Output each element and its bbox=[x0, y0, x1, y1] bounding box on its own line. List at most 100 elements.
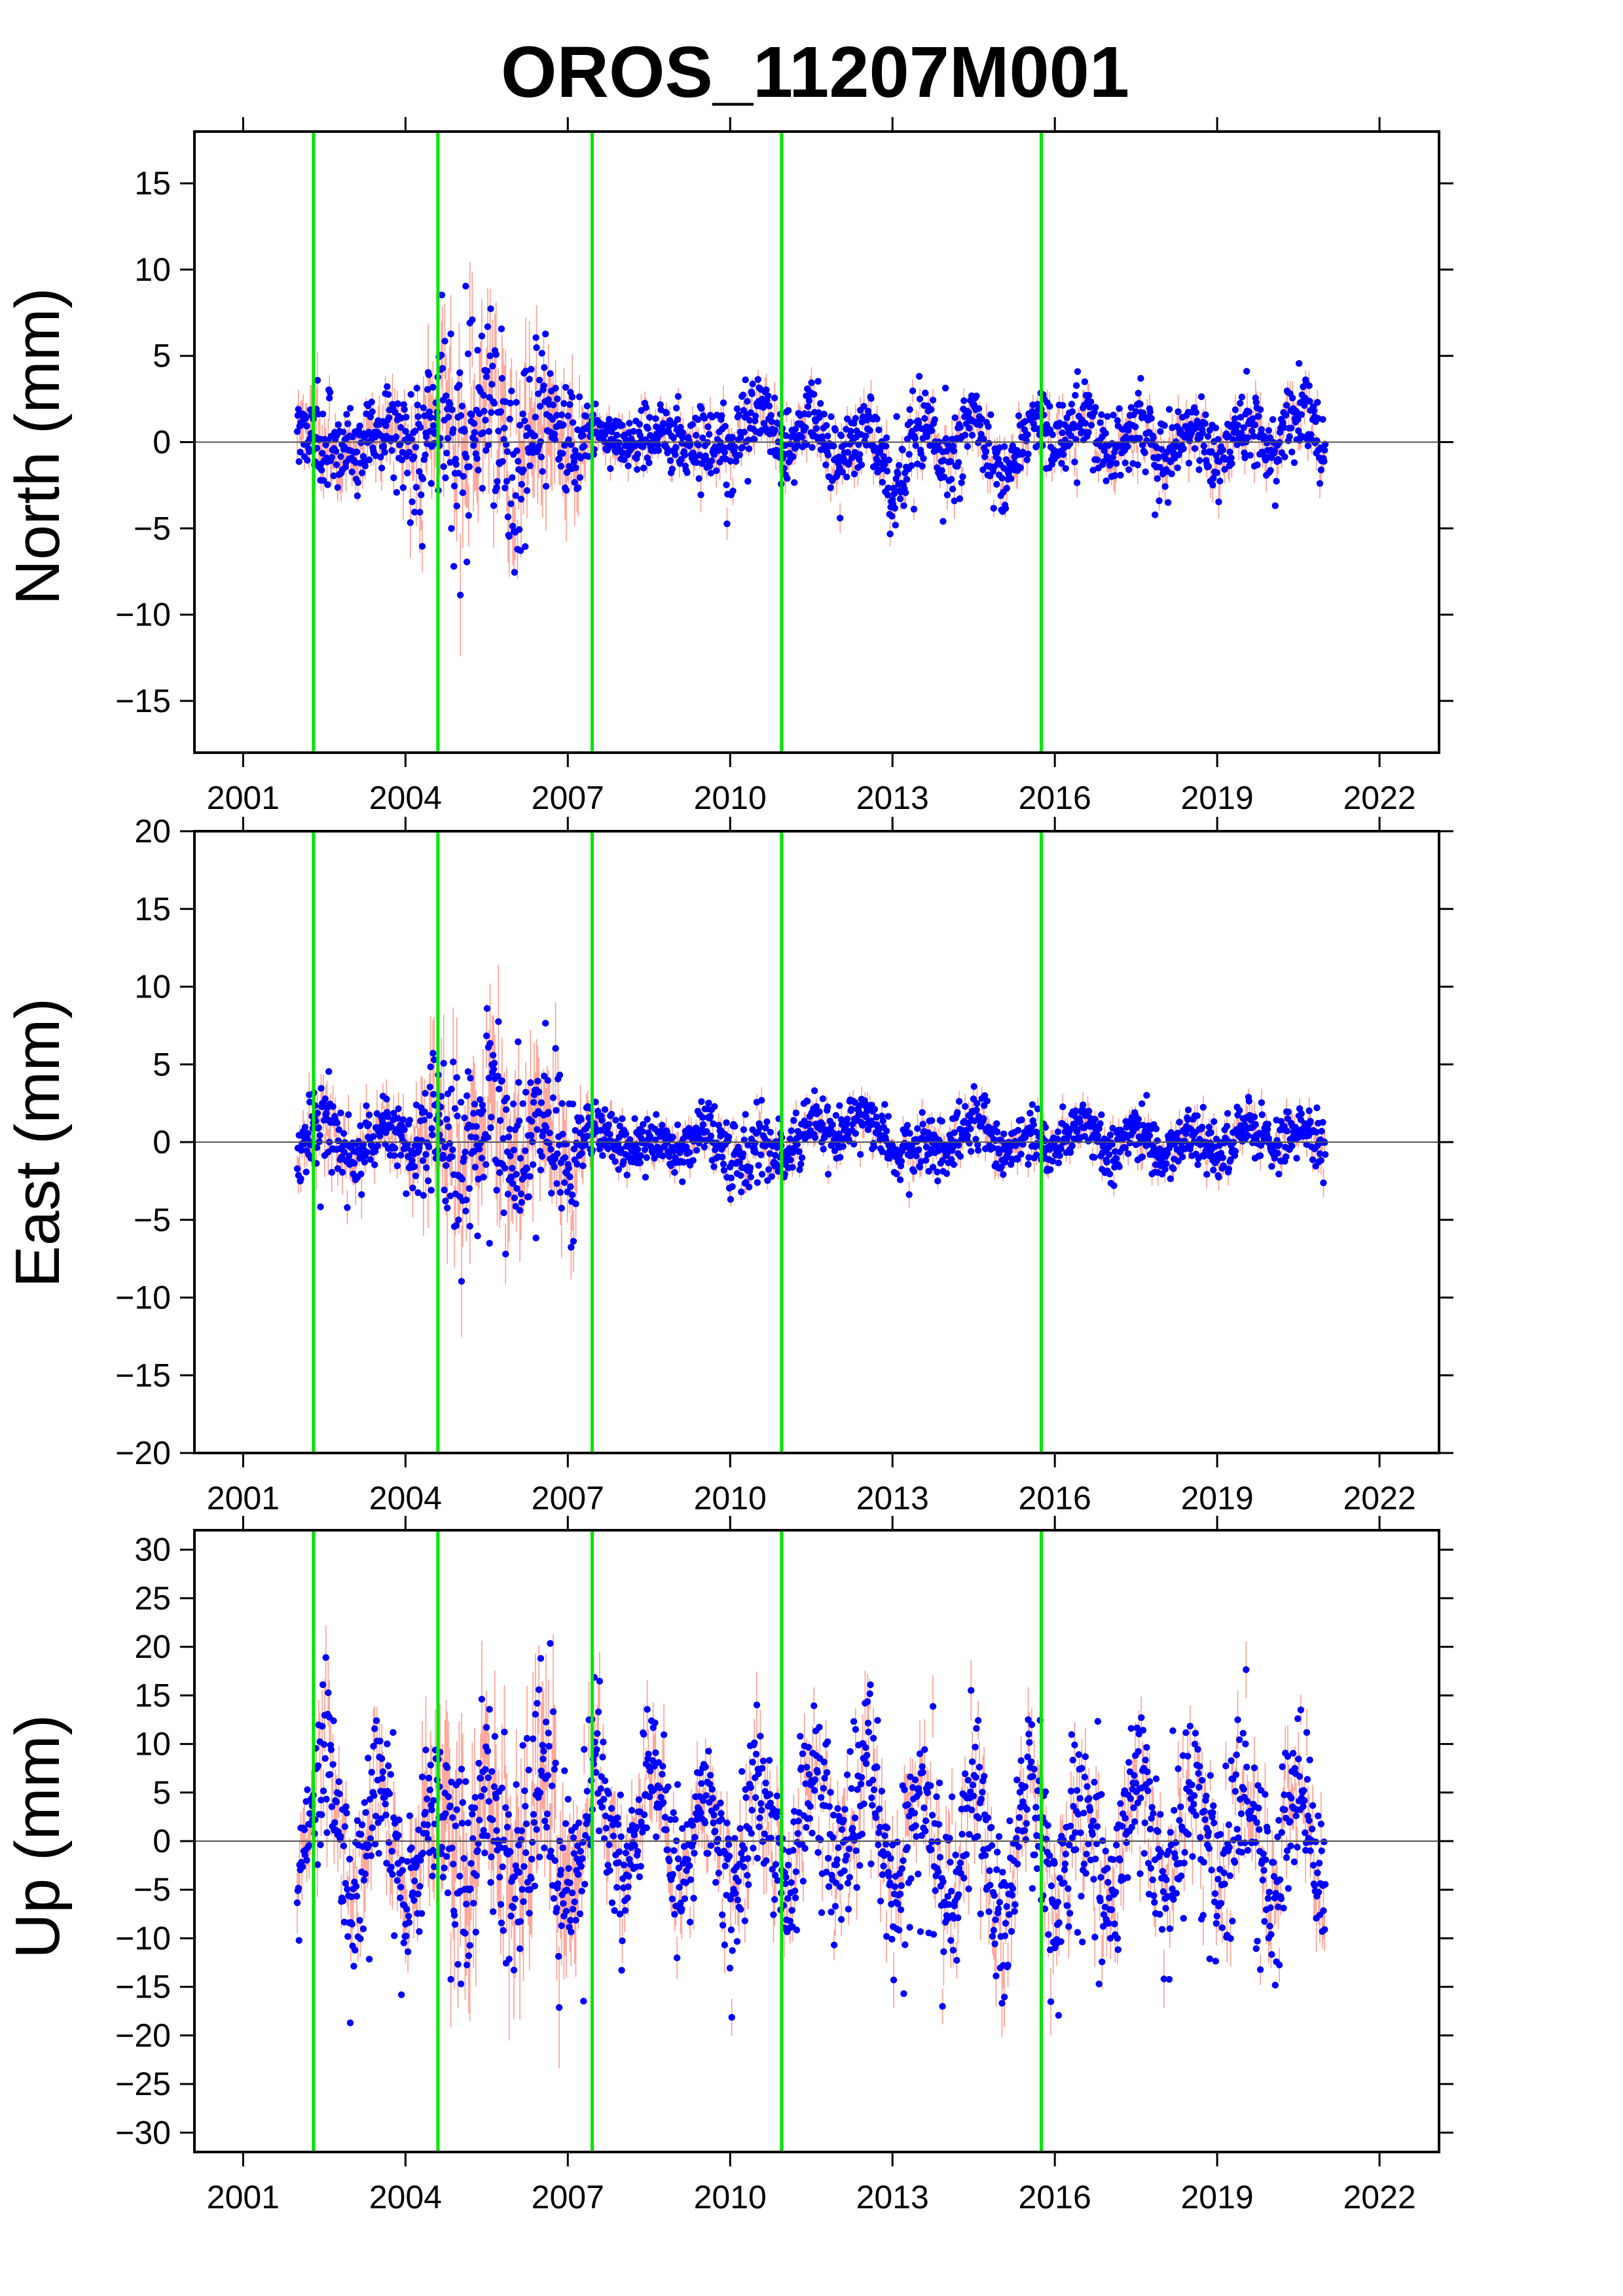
east-point bbox=[1125, 1150, 1132, 1157]
north-panel: 2001 2004 2007 2010 2013 2016 2019 2022 −15 −10 −5… bbox=[3, 117, 1453, 816]
east-point bbox=[454, 1112, 461, 1120]
north-point bbox=[468, 411, 475, 419]
north-point bbox=[1175, 408, 1182, 416]
north-point bbox=[361, 462, 369, 470]
east-point bbox=[485, 1074, 492, 1082]
north-point bbox=[896, 461, 903, 469]
east-point bbox=[619, 1115, 626, 1122]
north-point bbox=[295, 458, 302, 465]
east-point bbox=[729, 1183, 736, 1191]
north-point bbox=[297, 448, 304, 456]
north-point bbox=[862, 432, 869, 440]
east-point bbox=[512, 1202, 519, 1210]
north-point bbox=[426, 408, 433, 416]
north-point bbox=[384, 391, 392, 398]
north-point bbox=[513, 447, 520, 454]
east-point bbox=[934, 1177, 941, 1185]
east-point bbox=[1053, 1136, 1061, 1143]
east-point bbox=[954, 1109, 961, 1117]
east-point bbox=[699, 1114, 706, 1121]
north-point bbox=[981, 453, 989, 461]
east-point bbox=[439, 1151, 447, 1159]
north-point bbox=[1007, 475, 1015, 482]
east-point bbox=[994, 1128, 1001, 1136]
north-point bbox=[1321, 446, 1328, 454]
north-point bbox=[1110, 411, 1117, 419]
east-point bbox=[742, 1111, 749, 1118]
north-point bbox=[837, 514, 844, 522]
north-point bbox=[481, 407, 488, 415]
north-point bbox=[1158, 446, 1165, 453]
north-point bbox=[484, 323, 492, 331]
north-point bbox=[790, 431, 797, 439]
north-point bbox=[570, 458, 578, 465]
north-ytick-label: −5 bbox=[134, 510, 171, 547]
north-point bbox=[1263, 439, 1271, 447]
east-point bbox=[538, 1099, 545, 1106]
east-point bbox=[906, 1130, 913, 1137]
north-point bbox=[973, 392, 980, 400]
north-point bbox=[782, 432, 790, 439]
east-point bbox=[517, 1155, 524, 1162]
east-point bbox=[548, 1189, 555, 1197]
north-point bbox=[1000, 443, 1008, 450]
north-point bbox=[354, 478, 361, 486]
east-point bbox=[736, 1158, 743, 1166]
east-point bbox=[611, 1158, 619, 1165]
east-point bbox=[653, 1111, 660, 1119]
north-point bbox=[482, 416, 489, 424]
north-point bbox=[732, 457, 740, 465]
east-point bbox=[321, 1095, 329, 1103]
east-point bbox=[816, 1108, 823, 1115]
north-point bbox=[1275, 457, 1283, 464]
east-point bbox=[438, 1138, 446, 1145]
north-point bbox=[1216, 477, 1224, 485]
east-point bbox=[361, 1158, 368, 1166]
east-point bbox=[298, 1147, 305, 1154]
north-point bbox=[547, 370, 554, 377]
east-point bbox=[414, 1189, 422, 1196]
north-point bbox=[562, 384, 570, 391]
north-point bbox=[1305, 382, 1313, 389]
north-point bbox=[1180, 445, 1187, 452]
north-point bbox=[540, 382, 547, 389]
east-point bbox=[441, 1187, 448, 1194]
north-point bbox=[422, 451, 429, 459]
north-point bbox=[330, 472, 337, 480]
north-point bbox=[744, 397, 751, 405]
north-point bbox=[1234, 422, 1241, 429]
north-point bbox=[640, 464, 647, 472]
north-point bbox=[1161, 422, 1168, 429]
north-point bbox=[1072, 382, 1080, 389]
east-point bbox=[535, 1088, 543, 1096]
north-point bbox=[657, 401, 664, 408]
east-point bbox=[631, 1115, 638, 1122]
north-point bbox=[1255, 412, 1262, 420]
east-point bbox=[793, 1141, 801, 1148]
north-point bbox=[814, 378, 822, 385]
north-point bbox=[443, 392, 450, 400]
east-point bbox=[852, 1130, 860, 1137]
north-point bbox=[907, 418, 914, 426]
east-point bbox=[758, 1170, 766, 1178]
east-point bbox=[421, 1108, 428, 1116]
north-point bbox=[1122, 459, 1129, 467]
east-point bbox=[469, 1109, 477, 1117]
north-point bbox=[334, 484, 342, 492]
north-point bbox=[507, 399, 514, 407]
north-point bbox=[469, 316, 476, 323]
east-point bbox=[623, 1172, 630, 1179]
north-xtick-label: 2013 bbox=[856, 780, 929, 816]
north-point bbox=[1210, 475, 1217, 482]
east-point bbox=[509, 1164, 516, 1172]
north-point bbox=[808, 379, 815, 386]
north-point bbox=[699, 434, 706, 442]
north-point bbox=[706, 462, 714, 470]
east-point bbox=[1018, 1116, 1025, 1124]
east-point bbox=[475, 1175, 482, 1183]
north-point bbox=[739, 444, 746, 451]
north-point bbox=[1131, 423, 1139, 431]
north-point bbox=[367, 413, 374, 421]
north-point bbox=[500, 436, 507, 443]
north-point bbox=[804, 403, 812, 410]
